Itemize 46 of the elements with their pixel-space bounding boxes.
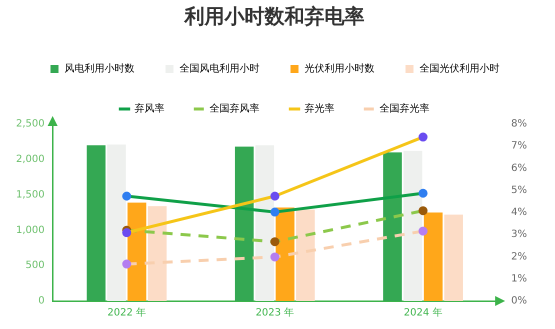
y2-tick-label: 5% — [511, 184, 528, 196]
y2-tick-label: 8% — [511, 118, 528, 130]
point — [418, 206, 428, 216]
bar — [255, 145, 274, 301]
legend-label: 风电利用小时数 — [64, 62, 134, 75]
y2-tick-label: 1% — [511, 273, 528, 284]
bar — [424, 212, 443, 301]
point — [270, 208, 280, 217]
y-tick-label: 1,000 — [16, 224, 45, 236]
point — [418, 188, 428, 198]
y-tick-label: 2,000 — [16, 154, 45, 165]
y2-tick-label: 3% — [511, 229, 528, 240]
point — [122, 228, 132, 238]
x-tick-label: 2022 年 — [107, 306, 146, 319]
legend-label: 全国风电利用小时 — [180, 62, 260, 75]
y2-tick-label: 7% — [511, 140, 528, 152]
chart-title: 利用小时数和弃电率 — [184, 4, 364, 28]
x-tick-label: 2023 年 — [256, 306, 294, 319]
bar — [128, 202, 146, 301]
legend-label: 光伏利用小时数 — [304, 62, 374, 75]
legend-label: 全国弃风率 — [210, 102, 260, 115]
point — [122, 260, 132, 269]
bar — [296, 210, 315, 301]
x-tick-label: 2024 年 — [404, 306, 442, 319]
bar — [403, 150, 422, 301]
legend-label: 弃光率 — [304, 102, 334, 115]
point — [270, 237, 280, 246]
point — [270, 252, 280, 262]
y2-tick-label: 4% — [511, 207, 528, 218]
y2-tick-label: 2% — [511, 251, 528, 262]
bar — [444, 214, 463, 301]
legend-label: 弃风率 — [134, 102, 164, 115]
y2-tick-label: 6% — [511, 162, 528, 174]
point — [270, 192, 280, 201]
point — [122, 192, 132, 201]
point — [418, 226, 428, 236]
point — [418, 132, 428, 142]
y-tick-label: 500 — [26, 260, 45, 272]
bar — [107, 144, 126, 301]
y-tick-label: 1,500 — [16, 189, 45, 200]
y2-tick-label: 0% — [511, 296, 528, 307]
legend-label: 全国光伏利用小时 — [420, 62, 500, 75]
bar — [148, 206, 167, 301]
y-tick-label: 0 — [38, 296, 45, 307]
y-tick-label: 2,500 — [16, 118, 45, 130]
legend-label: 全国弃光率 — [380, 102, 430, 115]
